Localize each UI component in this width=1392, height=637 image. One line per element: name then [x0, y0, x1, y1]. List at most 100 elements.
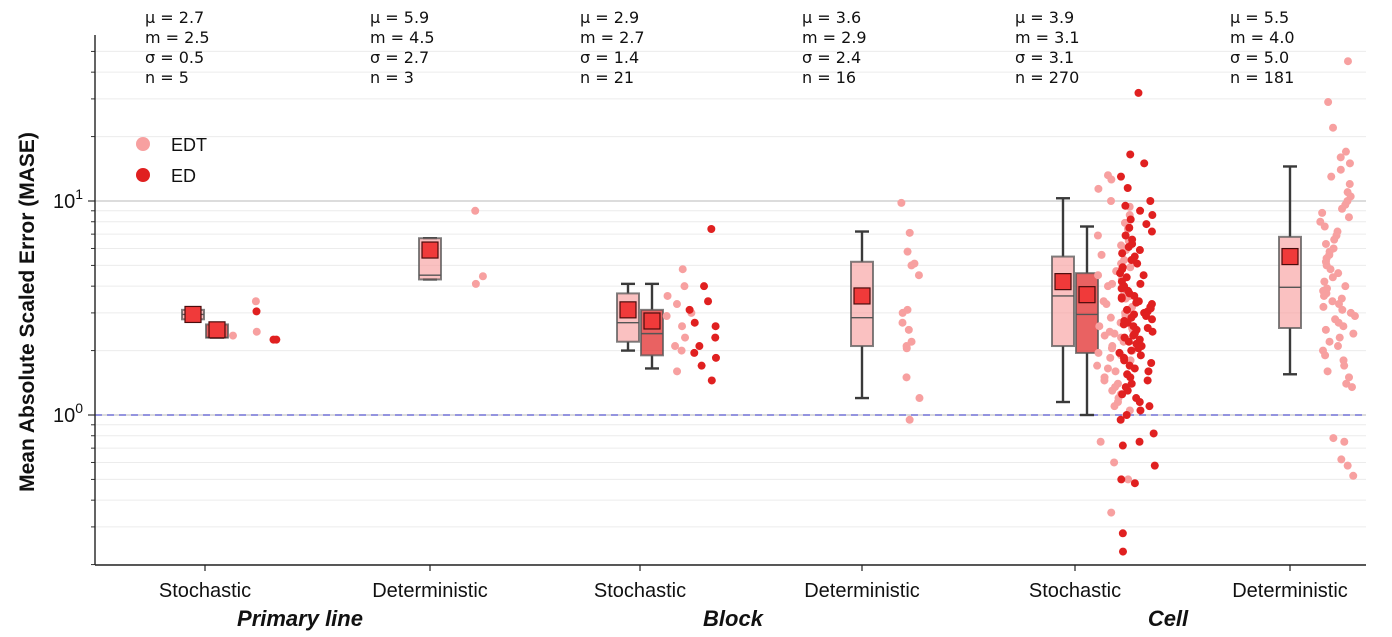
data-point	[1106, 197, 1115, 205]
data-point	[1125, 223, 1134, 232]
data-point	[1118, 390, 1127, 399]
data-point	[1144, 367, 1153, 376]
y-tick-base: 10	[53, 191, 75, 213]
y-tick-label: 100	[53, 400, 83, 427]
data-point	[697, 361, 706, 370]
data-point	[711, 322, 720, 331]
data-point	[904, 325, 913, 334]
data-point	[1126, 373, 1135, 382]
data-point	[1335, 333, 1344, 342]
stat-mean: μ = 2.9	[580, 8, 639, 27]
group-label: Cell	[1148, 606, 1189, 631]
data-point	[663, 291, 672, 300]
data-point	[1339, 322, 1348, 331]
mean-marker	[1078, 286, 1096, 304]
stat-mean: μ = 3.6	[802, 8, 861, 27]
data-point	[897, 198, 906, 207]
stat-mean: μ = 5.5	[1230, 8, 1289, 27]
legend-marker	[136, 168, 150, 182]
data-point	[1349, 329, 1358, 338]
data-point	[1324, 98, 1333, 107]
data-point	[1134, 344, 1143, 353]
x-tick-label: Stochastic	[594, 580, 686, 602]
data-point	[1134, 88, 1143, 97]
legend-label: ED	[171, 166, 196, 186]
data-point	[1127, 346, 1136, 355]
data-point	[1345, 159, 1354, 168]
data-point	[1126, 263, 1135, 272]
data-point	[907, 261, 916, 270]
data-point	[690, 348, 699, 357]
data-point	[690, 318, 699, 327]
data-point	[1126, 215, 1135, 224]
data-point	[680, 282, 689, 291]
data-point	[1107, 508, 1116, 517]
group-label: Block	[703, 606, 765, 631]
data-point	[1334, 300, 1343, 309]
data-point	[1318, 208, 1327, 217]
data-point	[1110, 458, 1119, 467]
data-point	[1119, 320, 1128, 329]
mean-marker	[619, 301, 637, 319]
data-point	[1321, 351, 1330, 360]
data-point	[1320, 291, 1329, 300]
data-point	[707, 376, 716, 385]
y-tick-base: 10	[53, 405, 75, 427]
data-point	[1143, 376, 1152, 385]
legend-label: EDT	[171, 135, 207, 155]
data-point	[1319, 302, 1328, 311]
data-point	[1117, 475, 1126, 484]
data-point	[672, 300, 681, 309]
data-point	[1130, 479, 1139, 488]
data-point	[471, 206, 480, 215]
y-tick-exponent: 1	[75, 186, 83, 202]
x-tick-label: Stochastic	[1029, 580, 1121, 602]
data-point	[677, 346, 686, 355]
points-layer	[228, 57, 1359, 556]
data-point	[1338, 204, 1347, 213]
data-point	[1102, 300, 1111, 309]
stat-count: n = 21	[580, 68, 634, 87]
data-point	[678, 265, 687, 274]
data-point	[269, 335, 278, 344]
data-point	[1147, 315, 1156, 324]
legend-marker	[136, 137, 150, 151]
data-point	[1148, 211, 1157, 220]
data-point	[711, 353, 720, 362]
data-point	[1126, 150, 1135, 159]
data-point	[1106, 353, 1115, 362]
data-point	[252, 327, 261, 336]
data-point	[1321, 325, 1330, 334]
data-point	[1095, 322, 1104, 331]
data-point	[1147, 358, 1156, 367]
data-point	[1130, 291, 1139, 300]
data-point	[1116, 172, 1125, 181]
data-point	[1124, 337, 1133, 346]
data-point	[1093, 361, 1102, 370]
data-point	[1107, 175, 1116, 184]
stat-mean: μ = 3.9	[1015, 8, 1074, 27]
data-point	[1343, 461, 1352, 470]
stat-mean: μ = 2.7	[145, 8, 204, 27]
data-point	[681, 333, 690, 342]
data-point	[1340, 437, 1349, 446]
mean-marker	[421, 241, 439, 259]
stat-std: σ = 1.4	[580, 48, 639, 67]
data-point	[251, 297, 260, 306]
data-point	[1135, 437, 1144, 446]
data-point	[1132, 298, 1141, 307]
data-point	[1100, 331, 1109, 340]
data-point	[695, 342, 704, 351]
data-point	[1094, 348, 1103, 357]
y-tick-exponent: 0	[75, 400, 83, 416]
data-point	[1329, 434, 1338, 443]
data-point	[1093, 231, 1102, 240]
stat-std: σ = 3.1	[1015, 48, 1074, 67]
y-axis-label: Mean Absolute Scaled Error (MASE)	[16, 132, 39, 492]
data-point	[1136, 351, 1145, 360]
stat-count: n = 270	[1015, 68, 1079, 87]
data-point	[1136, 206, 1145, 215]
y-tick-label: 101	[53, 186, 83, 213]
x-tick-label: Stochastic	[159, 580, 251, 602]
